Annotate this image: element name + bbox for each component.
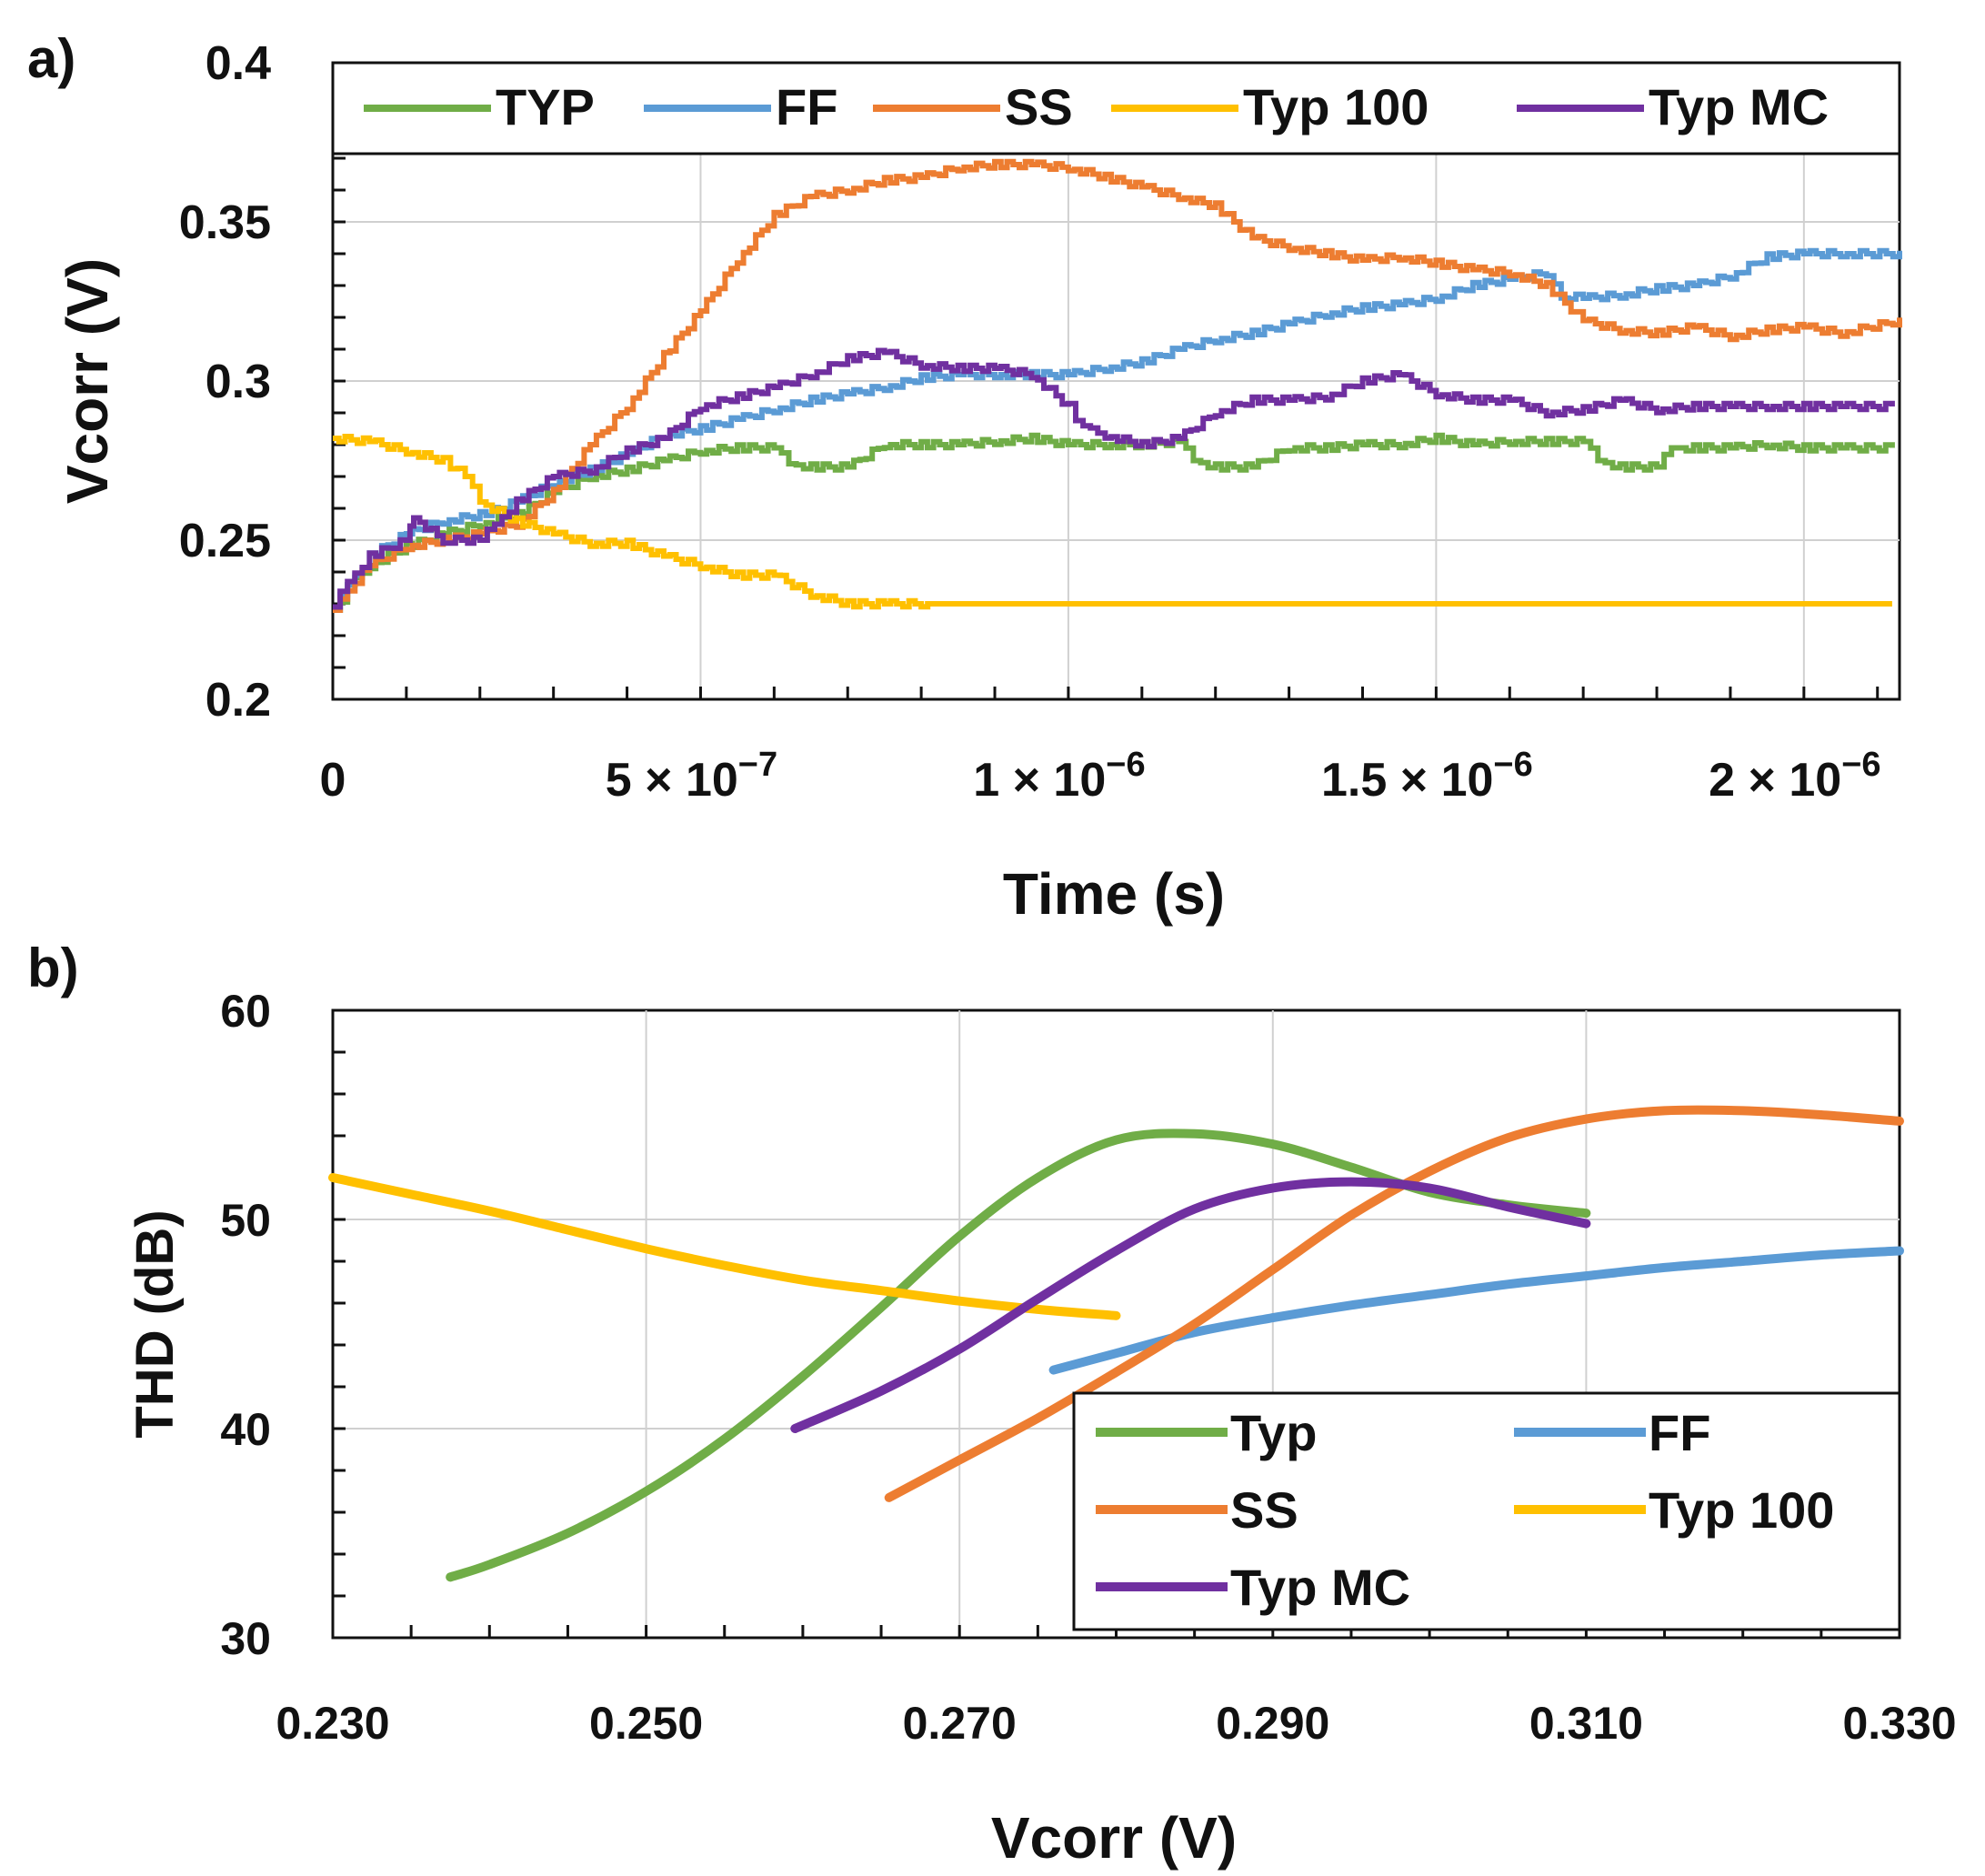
panel-b-y-tick-label: 60	[220, 986, 271, 1037]
panel-a-series-ff	[333, 247, 1902, 613]
panel-a-series-ss	[333, 158, 1902, 613]
panel-b-y-tick-label: 50	[220, 1195, 271, 1246]
panel-b-label: b)	[27, 938, 79, 998]
panel-a-x-tick-label: 1 × 10−6	[973, 746, 1145, 807]
panel-b-legend-label-ss: SS	[1230, 1481, 1298, 1539]
panel-a-x-axis-label: Time (s)	[1003, 861, 1225, 927]
panel-b-series-typmc	[790, 1177, 1591, 1433]
panel-a-ticks	[333, 156, 1880, 701]
panel-a-y-tick-label: 0.3	[206, 356, 271, 408]
panel-b-tick-labels: 0.230 0.250 0.270 0.290 0.310 0.330 30 40 50 60	[220, 986, 1956, 1749]
panel-a-y-tick-label: 0.2	[206, 674, 271, 727]
panel-a-y-axis-label: Vcorr (V)	[55, 258, 120, 504]
panel-b-series-ff	[1048, 1246, 1904, 1375]
panel-a-tick-labels: 0 5 × 10−7 1 × 10−6 1.5 × 10−6 2 × 10−6 0.2 0.…	[179, 37, 1881, 807]
panel-a-x-tick-label: 1.5 × 10−6	[1321, 746, 1533, 807]
panel-a-legend-label-typ: TYP	[496, 78, 595, 135]
panel-a-label: a)	[27, 28, 75, 89]
panel-a-y-tick-label: 0.25	[179, 515, 271, 567]
panel-b-x-axis-label: Vcorr (V)	[991, 1805, 1237, 1871]
panel-a-legend-label-ff: FF	[776, 78, 837, 135]
panel-a-legend-label-ss: SS	[1005, 78, 1073, 135]
panel-a: a) TYP FF SS Typ 100 Typ MC 0 5 × 10−7 1 × 10−…	[27, 28, 1902, 927]
panel-b-x-tick-label: 0.330	[1842, 1698, 1956, 1749]
panel-a-series	[333, 158, 1902, 613]
panel-b-x-tick-label: 0.270	[903, 1698, 1017, 1749]
panel-b-x-tick-label: 0.310	[1529, 1698, 1643, 1749]
panel-a-x-tick-label: 0	[320, 754, 346, 807]
panel-b-x-tick-label: 0.290	[1216, 1698, 1329, 1749]
panel-a-legend: TYP FF SS Typ 100 Typ MC	[364, 78, 1829, 135]
panel-b-legend: Typ FF SS Typ 100 Typ MC	[1096, 1404, 1834, 1616]
panel-b-y-tick-label: 40	[220, 1404, 271, 1455]
panel-b-legend-label-typ100: Typ 100	[1649, 1481, 1834, 1539]
panel-b-legend-label-typmc: Typ MC	[1230, 1559, 1410, 1616]
panel-a-y-tick-label: 0.4	[206, 37, 271, 90]
panel-b-legend-label-typ: Typ	[1230, 1404, 1317, 1461]
panel-a-x-tick-label: 2 × 10−6	[1709, 746, 1880, 807]
panel-b-series-ss	[884, 1105, 1904, 1502]
panel-a-series-typ100	[333, 434, 1892, 610]
panel-a-legend-label-typmc: Typ MC	[1649, 78, 1829, 135]
panel-a-legend-label-typ100: Typ 100	[1243, 78, 1429, 135]
panel-b-x-tick-label: 0.230	[276, 1698, 389, 1749]
panel-a-x-tick-label: 5 × 10−7	[606, 746, 777, 807]
panel-b-x-tick-label: 0.250	[589, 1698, 703, 1749]
panel-b-series	[328, 1105, 1904, 1582]
panel-a-series-typmc	[333, 347, 1895, 610]
panel-a-y-tick-label: 0.35	[179, 196, 271, 249]
panel-b-legend-label-ff: FF	[1649, 1404, 1710, 1461]
panel-b-series-typ100	[328, 1173, 1121, 1320]
panel-a-series-typ	[333, 432, 1895, 613]
panel-b-y-tick-label: 30	[220, 1613, 271, 1664]
panel-b-y-axis-label: THD (dB)	[125, 1209, 185, 1438]
panel-a-grid	[333, 154, 1900, 699]
